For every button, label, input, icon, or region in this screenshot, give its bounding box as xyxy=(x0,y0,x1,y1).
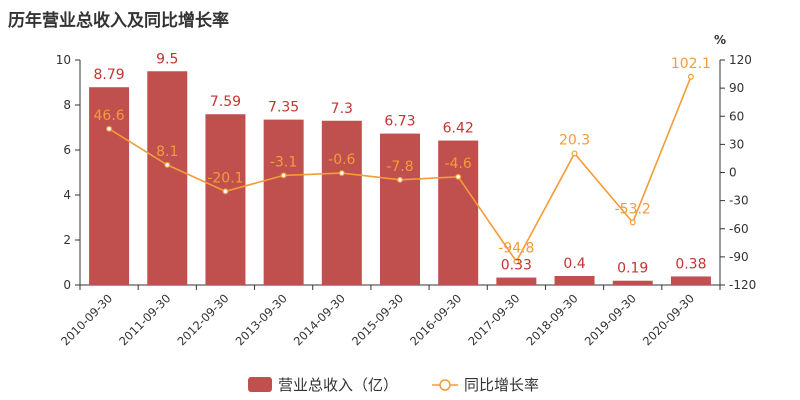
growth-rate-label: 8.1 xyxy=(156,144,178,160)
revenue-bar xyxy=(380,133,420,285)
x-tick-label: 2011-09-30 xyxy=(116,291,173,348)
growth-rate-label: 46.6 xyxy=(94,108,125,124)
legend-bar-swatch[interactable] xyxy=(248,377,272,392)
revenue-bar xyxy=(554,276,595,285)
revenue-bar-label: 7.59 xyxy=(210,94,241,110)
revenue-bar-label: 7.35 xyxy=(268,100,299,116)
revenue-bar xyxy=(612,280,653,285)
growth-rate-label: -20.1 xyxy=(207,170,243,186)
y-left-tick-label: 4 xyxy=(63,188,71,202)
revenue-bar-label: 0.4 xyxy=(563,256,585,272)
growth-rate-point xyxy=(338,170,345,177)
y-left-tick-label: 10 xyxy=(56,53,71,67)
x-tick-label: 2018-09-30 xyxy=(524,291,581,348)
y-left-tick-label: 0 xyxy=(63,278,71,292)
revenue-bar xyxy=(263,119,304,285)
revenue-bar-label: 0.19 xyxy=(617,261,648,277)
data-labels: 8.79 9.5 7.59 7.35 7.3 6.73 6.42 0.33 0.4 0.19 0.3… xyxy=(94,51,711,276)
y-left-tick-label: 2 xyxy=(63,233,71,247)
bars xyxy=(89,71,711,285)
revenue-bar-label: 8.79 xyxy=(94,67,125,83)
y-right-tick-label: 0 xyxy=(729,166,737,180)
growth-rate-label: -53.2 xyxy=(615,201,651,217)
x-tick-label: 2013-09-30 xyxy=(233,291,290,348)
growth-rate-point xyxy=(629,219,636,226)
revenue-bar-label: 0.33 xyxy=(501,258,532,274)
growth-rate-point xyxy=(687,73,694,80)
growth-rate-point xyxy=(164,161,171,168)
revenue-bar xyxy=(321,120,362,285)
legend-line-marker[interactable] xyxy=(439,379,451,391)
y-left-tick-label: 8 xyxy=(63,98,71,112)
growth-rate-label: -3.1 xyxy=(270,154,297,170)
y-right-unit-label: % xyxy=(714,33,726,47)
growth-rate-point xyxy=(455,173,462,180)
y-left-tick-label: 6 xyxy=(63,143,71,157)
growth-rate-point xyxy=(571,150,578,157)
legend-bar-label[interactable]: 营业总收入（亿） xyxy=(278,376,398,394)
revenue-bar-label: 0.38 xyxy=(675,256,706,272)
x-tick-label: 2010-09-30 xyxy=(58,291,115,348)
x-tick-label: 2012-09-30 xyxy=(174,291,231,348)
y-right-tick-label: -60 xyxy=(729,222,749,236)
x-tick-label: 2014-09-30 xyxy=(291,291,348,348)
revenue-bar-label: 6.42 xyxy=(443,121,474,137)
growth-line xyxy=(106,73,694,265)
growth-rate-point xyxy=(513,258,520,265)
revenue-bar xyxy=(438,140,479,285)
revenue-bar xyxy=(670,276,711,285)
legend[interactable]: 营业总收入（亿） 同比增长率 xyxy=(248,376,539,394)
x-tick-label: 2016-09-30 xyxy=(407,291,464,348)
growth-rate-point xyxy=(106,125,113,132)
y-right-tick-label: 60 xyxy=(729,109,744,123)
revenue-bar-label: 6.73 xyxy=(384,114,415,130)
growth-rate-label: -7.8 xyxy=(386,159,413,175)
growth-rate-label: 20.3 xyxy=(559,132,590,148)
revenue-bar-label: 7.3 xyxy=(331,101,353,117)
y-right-tick-label: 120 xyxy=(729,53,752,67)
growth-rate-label: -4.6 xyxy=(445,156,472,172)
x-tick-label: 2017-09-30 xyxy=(465,291,522,348)
y-right-tick-label: -30 xyxy=(729,194,749,208)
chart-title: 历年营业总收入及同比增长率 xyxy=(8,11,229,31)
legend-line-label[interactable]: 同比增长率 xyxy=(464,376,539,394)
y-right-tick-label: 30 xyxy=(729,137,744,151)
y-right-tick-label: -90 xyxy=(729,250,749,264)
revenue-bar xyxy=(89,87,130,285)
revenue-bar xyxy=(496,277,537,285)
growth-rate-point xyxy=(280,172,287,179)
y-right-tick-label: -120 xyxy=(729,278,756,292)
growth-rate-point xyxy=(397,176,404,183)
growth-rate-label: -94.8 xyxy=(498,240,534,256)
revenue-bar-label: 9.5 xyxy=(156,51,178,67)
growth-rate-point xyxy=(222,188,229,195)
growth-rate-label: 102.1 xyxy=(671,56,711,72)
revenue-bar xyxy=(205,114,246,285)
y-right-tick-label: 90 xyxy=(729,81,744,95)
revenue-bar xyxy=(147,71,188,285)
x-tick-label: 2015-09-30 xyxy=(349,291,406,348)
x-tick-label: 2020-09-30 xyxy=(640,291,697,348)
x-tick-label: 2019-09-30 xyxy=(582,291,639,348)
growth-rate-label: -0.6 xyxy=(328,152,355,168)
